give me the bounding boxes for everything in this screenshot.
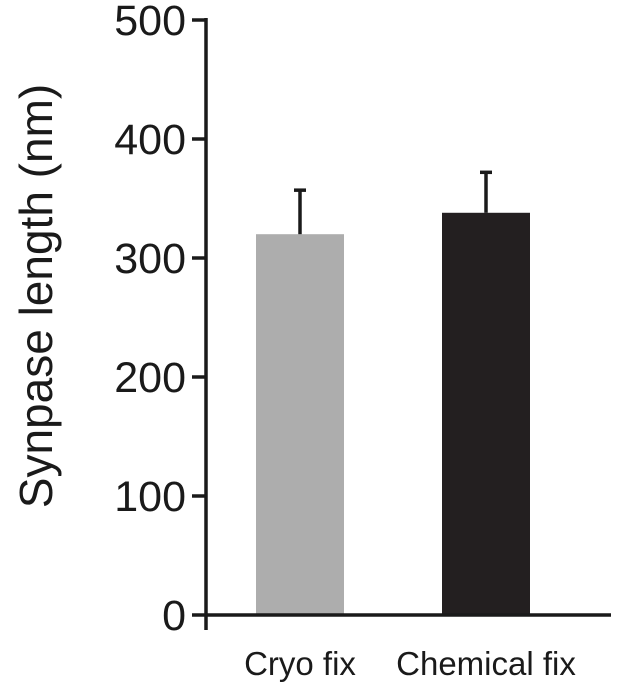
x-category-label: Cryo fix [244,645,356,682]
error-bars [294,170,492,235]
bars [256,212,530,615]
bar-chemical-fix [442,212,530,615]
y-tick-label: 200 [114,354,186,402]
x-axis-category-labels: Cryo fix Chemical fix [244,645,576,682]
y-tick-label: 400 [114,116,186,164]
y-tick-label: 0 [162,592,186,640]
y-tick-label: 500 [114,0,186,45]
y-axis-title: Synpase length (nm) [10,84,62,508]
y-tick-label: 300 [114,235,186,283]
bar-cryo-fix [256,234,344,615]
axes [204,18,611,630]
y-tick-label: 100 [114,473,186,521]
y-axis-ticks: 0 100 200 300 400 500 [114,0,206,640]
y-axis-title-group: Synpase length (nm) [10,84,62,508]
x-category-label: Chemical fix [396,645,576,682]
